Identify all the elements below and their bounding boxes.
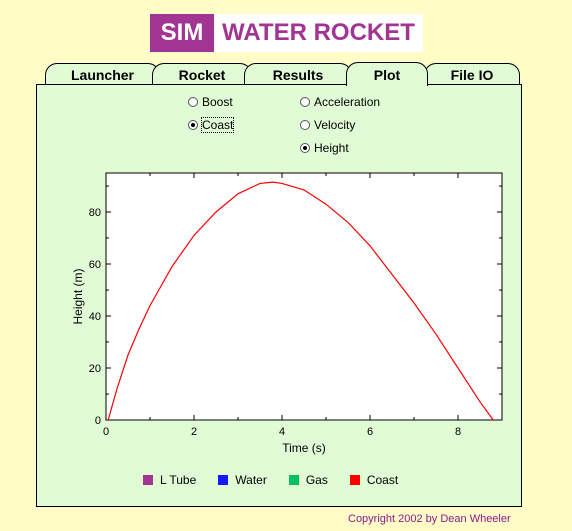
tab-bar: Launcher Rocket Results Plot File IO — [0, 0, 572, 90]
tab-launcher[interactable]: Launcher — [45, 63, 160, 85]
radio-boost-indicator[interactable] — [188, 97, 198, 107]
x-tick-label-0: 0 — [103, 426, 109, 438]
legend: L Tube Water Gas Coast — [143, 473, 420, 487]
tab-file-io[interactable]: File IO — [424, 63, 520, 85]
radio-height[interactable]: Height — [300, 141, 349, 155]
y-tick-label-4: 80 — [89, 207, 101, 219]
radio-boost-label: Boost — [202, 95, 233, 109]
y-axis-label: Height (m) — [71, 268, 85, 324]
legend-item-gas: Gas — [288, 473, 328, 487]
plot-area — [105, 172, 503, 421]
radio-boost[interactable]: Boost — [188, 95, 233, 109]
tab-rocket[interactable]: Rocket — [152, 63, 252, 85]
y-tick-label-1: 20 — [89, 363, 101, 375]
x-axis-label: Time (s) — [282, 441, 326, 455]
copyright-text: Copyright 2002 by Dean Wheeler — [348, 513, 511, 525]
radio-coast-indicator[interactable] — [188, 120, 198, 130]
radio-acceleration-label: Acceleration — [314, 95, 381, 109]
x-tick-label-1: 2 — [191, 426, 197, 438]
tab-plot[interactable]: Plot — [346, 62, 428, 86]
legend-label-coast: Coast — [366, 473, 399, 487]
y-tick-label-0: 0 — [95, 415, 101, 427]
radio-velocity-indicator[interactable] — [300, 120, 310, 130]
x-tick-label-4: 8 — [455, 426, 461, 438]
radio-height-indicator[interactable] — [300, 143, 310, 153]
legend-item-coast: Coast — [349, 473, 399, 487]
radio-velocity-label: Velocity — [314, 118, 356, 132]
logo-name: WATER ROCKET — [214, 14, 423, 52]
legend-swatch-water — [218, 475, 229, 485]
radio-acceleration-indicator[interactable] — [300, 97, 310, 107]
radio-acceleration[interactable]: Acceleration — [300, 95, 380, 109]
legend-label-gas: Gas — [305, 473, 328, 487]
series-line-coast — [107, 181, 494, 421]
legend-swatch-coast — [349, 475, 360, 485]
legend-item-l-tube: L Tube — [143, 473, 196, 487]
radio-velocity[interactable]: Velocity — [300, 118, 355, 132]
y-tick-label-2: 40 — [89, 311, 101, 323]
radio-coast-label: Coast — [200, 117, 235, 133]
y-tick-label-3: 60 — [89, 259, 101, 271]
logo-sim: SIM — [150, 14, 214, 52]
x-tick-label-2: 4 — [279, 426, 285, 438]
legend-item-water: Water — [218, 473, 267, 487]
radio-coast[interactable]: Coast — [188, 117, 235, 133]
legend-label-l-tube: L Tube — [160, 473, 197, 487]
legend-label-water: Water — [235, 473, 267, 487]
x-tick-label-3: 6 — [367, 426, 373, 438]
legend-swatch-l-tube — [143, 475, 153, 485]
legend-swatch-gas — [288, 475, 299, 485]
radio-height-label: Height — [314, 141, 349, 155]
app-logo: SIM WATER ROCKET — [150, 14, 423, 52]
